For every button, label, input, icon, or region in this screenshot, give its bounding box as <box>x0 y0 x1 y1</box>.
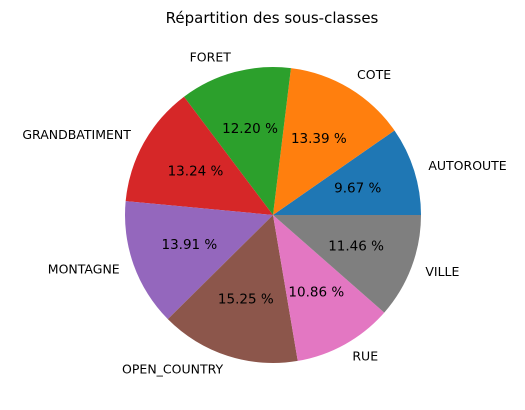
slice-labels: AUTOROUTE COTE FORET GRANDBATIMENT MONTAGNE O… <box>22 49 506 376</box>
slice-label: COTE <box>357 67 391 82</box>
pie-slice-open-country <box>167 215 298 363</box>
slice-percent-label: 12.20 % <box>222 121 278 137</box>
pie-slices <box>125 66 421 363</box>
pie-slice-grandbatiment <box>125 96 274 215</box>
pie-slice-foret <box>184 66 291 215</box>
pie-slice-ville <box>273 215 421 313</box>
pie-slice-montagne <box>125 201 273 320</box>
slice-percent-label: 10.86 % <box>288 285 344 301</box>
slice-percent-label: 11.46 % <box>328 238 384 254</box>
slice-percent-label: 13.24 % <box>168 164 224 180</box>
slice-label: AUTOROUTE <box>428 158 506 173</box>
slice-percent-label: 13.91 % <box>161 237 217 253</box>
pie-slice-autoroute <box>273 130 421 215</box>
slice-label: VILLE <box>425 264 459 279</box>
slice-percent-label: 9.67 % <box>334 180 381 196</box>
slice-percent-label: 13.39 % <box>291 131 347 147</box>
slice-percent-labels: 9.67 % 13.39 % 12.20 % 13.24 % 13.91 % 15.25 … <box>161 121 384 307</box>
pie-slice-rue <box>273 215 385 361</box>
chart-title: Répartition des sous-classes <box>166 9 379 27</box>
slice-label: OPEN_COUNTRY <box>122 361 223 376</box>
slice-percent-label: 15.25 % <box>218 292 274 308</box>
pie-slice-cote <box>273 68 395 215</box>
slice-label: MONTAGNE <box>48 261 120 276</box>
slice-label: FORET <box>190 49 232 64</box>
slice-label: GRANDBATIMENT <box>22 127 131 142</box>
slice-label: RUE <box>352 349 378 364</box>
